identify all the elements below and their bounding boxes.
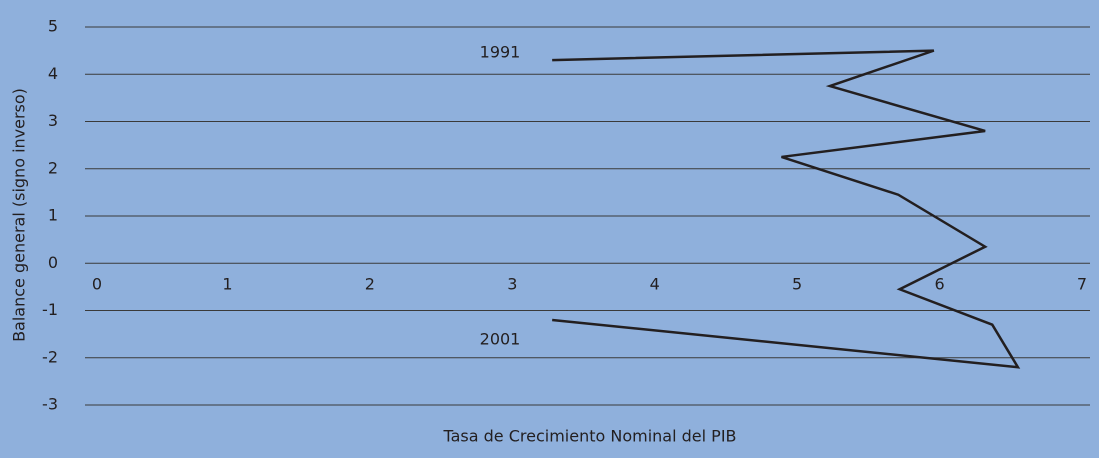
x-tick-label: 6 (934, 275, 944, 294)
y-tick-label: -3 (42, 395, 58, 414)
y-tick-label: 4 (48, 64, 58, 83)
y-tick-label: 3 (48, 111, 58, 130)
y-tick-label: 0 (48, 253, 58, 272)
x-tick-label: 0 (92, 275, 102, 294)
x-tick-label: 4 (650, 275, 660, 294)
y-tick-label: 2 (48, 158, 58, 177)
annotation: 2001 (480, 330, 521, 349)
x-tick-label: 7 (1077, 275, 1087, 294)
x-tick-label: 2 (365, 275, 375, 294)
y-tick-label: 5 (48, 17, 58, 36)
annotation: 1991 (480, 43, 521, 62)
y-axis-title: Balance general (signo inverso) (10, 88, 29, 342)
x-tick-label: 1 (222, 275, 232, 294)
x-tick-label: 3 (507, 275, 517, 294)
y-tick-label: 1 (48, 206, 58, 225)
y-tick-label: -1 (42, 300, 58, 319)
line (552, 49, 1021, 369)
x-axis-title: Tasa de Crecimiento Nominal del PIB (442, 427, 736, 446)
y-tick-label: -2 (42, 347, 58, 366)
x-tick-label: 5 (792, 275, 802, 294)
